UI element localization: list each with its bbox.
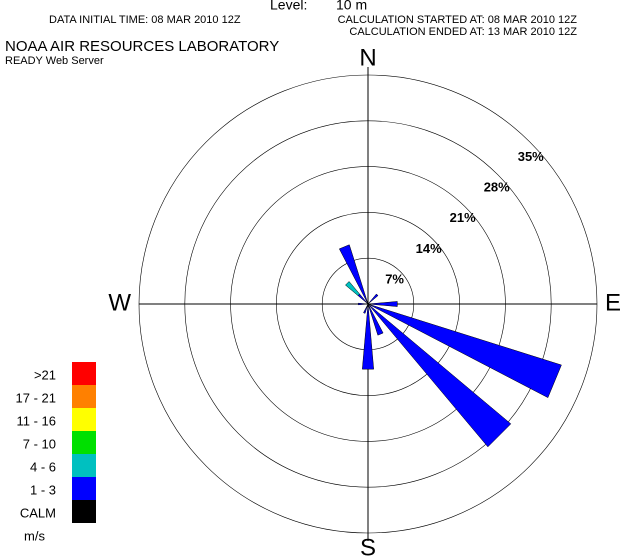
legend-label: 4 - 6 <box>30 459 56 474</box>
legend-swatch <box>72 477 96 500</box>
ring-label: 35% <box>518 149 544 164</box>
petal <box>367 301 398 307</box>
petal <box>357 302 369 306</box>
petal <box>367 303 384 336</box>
compass-label: N <box>359 44 376 71</box>
petal <box>367 303 512 448</box>
calc-ended: CALCULATION ENDED AT: 13 MAR 2010 12Z <box>349 26 577 38</box>
legend-label: 17 - 21 <box>16 390 56 405</box>
ring-label: 21% <box>450 210 476 225</box>
ring <box>276 212 460 396</box>
ring <box>184 120 552 488</box>
ring-label: 7% <box>385 271 404 286</box>
data-time: DATA INITIAL TIME: 08 MAR 2010 12Z <box>49 14 241 26</box>
calc-started: CALCULATION STARTED AT: 08 MAR 2010 12Z <box>338 14 578 26</box>
ring <box>138 74 598 534</box>
legend-swatch <box>72 500 96 523</box>
legend-swatch <box>72 362 96 385</box>
legend-swatch <box>72 431 96 454</box>
legend-unit: m/s <box>24 528 45 543</box>
petal <box>362 303 374 370</box>
legend-swatch <box>72 408 96 431</box>
ring-label: 14% <box>416 241 442 256</box>
legend-label: 7 - 10 <box>23 436 56 451</box>
legend-label: 1 - 3 <box>30 482 56 497</box>
petal <box>345 281 360 296</box>
org: NOAA AIR RESOURCES LABORATORY <box>5 38 279 55</box>
legend-label: 11 - 16 <box>16 413 56 428</box>
legend-swatch <box>72 385 96 408</box>
petal <box>363 303 369 314</box>
level-value: 10 m <box>336 0 367 13</box>
petal <box>367 293 379 305</box>
petal <box>367 303 562 399</box>
legend-swatch <box>72 454 96 477</box>
ring-label: 28% <box>484 180 510 195</box>
ring <box>230 166 506 442</box>
compass-label: E <box>605 289 621 316</box>
petal <box>338 244 369 305</box>
compass-label: W <box>108 289 131 316</box>
server: READY Web Server <box>5 55 104 67</box>
level-label: Level: <box>270 0 307 13</box>
legend-label: CALM <box>20 505 56 520</box>
legend-label: >21 <box>34 367 56 382</box>
compass-label: S <box>360 534 376 558</box>
